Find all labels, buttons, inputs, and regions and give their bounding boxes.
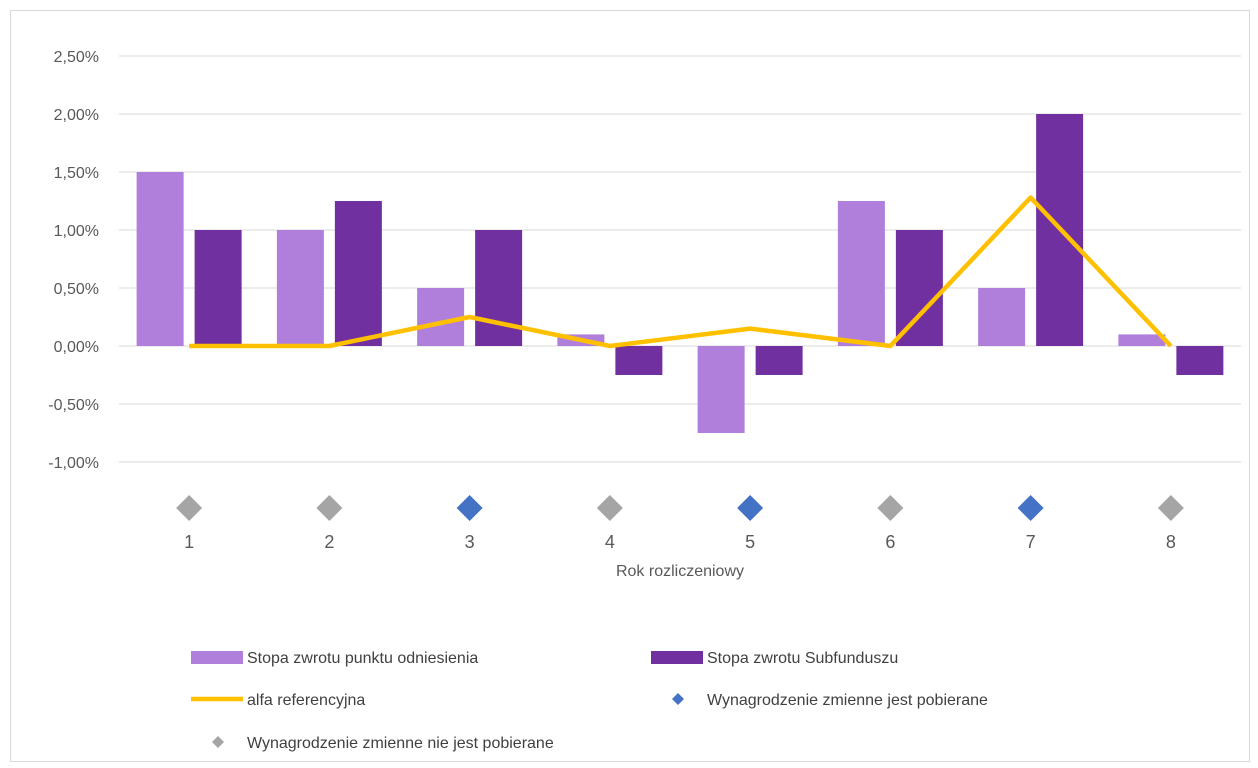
bar-benchmark [277,230,324,346]
combo-chart: -1,00% -0,50% 0,00% 0,50% 1,00% 1,50% 2,00% 2,5… [11,11,1251,763]
bar-benchmark [417,288,464,346]
marker-charged-diamond [737,495,763,521]
marker-not-charged-diamond [877,495,903,521]
legend-label-alfa: alfa referencyjna [247,692,365,709]
marker-not-charged-diamond [316,495,342,521]
marker-not-charged-diamond [1158,495,1184,521]
marker-not-charged-diamond [176,495,202,521]
bar-subfund [615,346,662,375]
bars [137,114,1224,433]
legend-swatch-charged [672,693,684,705]
bar-subfund [335,201,382,346]
bar-benchmark [838,201,885,346]
bar-benchmark [137,172,184,346]
legend-swatch-subfund [651,651,703,664]
marker-not-charged-diamond [597,495,623,521]
x-tick-label: 3 [465,532,475,552]
y-tick-label: 0,50% [54,281,99,298]
y-tick-label: -1,00% [48,455,99,472]
x-tick-label: 4 [605,532,615,552]
bar-subfund [1176,346,1223,375]
x-axis-title: Rok rozliczeniowy [616,563,744,580]
bar-subfund [195,230,242,346]
bar-benchmark [698,346,745,433]
x-tick-label: 1 [184,532,194,552]
x-axis-tick-labels: 1 2 3 4 5 6 7 8 [184,532,1176,552]
marker-charged-diamond [457,495,483,521]
legend: Stopa zwrotu punktu odniesienia Stopa zwr… [191,650,988,752]
legend-label-charged: Wynagrodzenie zmienne jest pobierane [707,692,988,709]
x-tick-label: 5 [745,532,755,552]
bar-subfund [896,230,943,346]
bar-benchmark [1118,334,1165,346]
y-tick-label: 0,00% [54,339,99,356]
marker-charged-diamond [1018,495,1044,521]
chart-frame: -1,00% -0,50% 0,00% 0,50% 1,00% 1,50% 2,00% 2,5… [10,10,1250,762]
y-tick-label: 1,00% [54,223,99,240]
legend-label-not-charged: Wynagrodzenie zmienne nie jest pobierane [247,735,554,752]
y-tick-label: -0,50% [48,397,99,414]
bar-benchmark [978,288,1025,346]
x-tick-label: 6 [885,532,895,552]
y-tick-label: 1,50% [54,165,99,182]
legend-label-subfund: Stopa zwrotu Subfunduszu [707,650,898,667]
legend-swatch-not-charged [212,736,224,748]
legend-label-benchmark: Stopa zwrotu punktu odniesienia [247,650,478,667]
bar-subfund [756,346,803,375]
fee-markers [176,495,1184,521]
x-tick-label: 2 [324,532,334,552]
y-axis-tick-labels: -1,00% -0,50% 0,00% 0,50% 1,00% 1,50% 2,00% 2,5… [48,49,99,472]
legend-swatch-benchmark [191,651,243,664]
x-tick-label: 8 [1166,532,1176,552]
y-tick-label: 2,50% [54,49,99,66]
x-tick-label: 7 [1026,532,1036,552]
y-tick-label: 2,00% [54,107,99,124]
